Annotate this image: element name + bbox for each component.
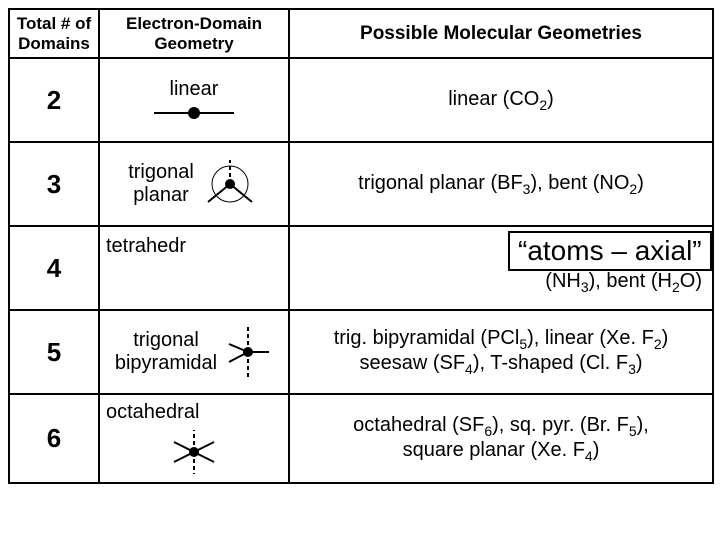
molecular-cell: octahedral (SF6), sq. pyr. (Br. F5), squ… xyxy=(289,394,713,483)
trigonal-bipyramidal-icon xyxy=(223,322,273,382)
table-row: 3 trigonal planar trigonal planar (BF3),… xyxy=(9,142,713,226)
molecular-cell: linear (CO2) xyxy=(289,58,713,142)
table-row: 4 tetrahedr “atoms – axial” al (CH4), (N… xyxy=(9,226,713,310)
subscript: 4 xyxy=(585,448,593,464)
mol-text: seesaw (SF xyxy=(359,352,465,374)
geometry-label: bipyramidal xyxy=(115,352,217,374)
geometry-label: planar xyxy=(133,184,189,206)
table-row: 5 trigonal bipyramidal trig. bipyramidal… xyxy=(9,310,713,394)
geometry-cell: linear xyxy=(99,58,289,142)
geometry-label: tetrahedr xyxy=(106,235,186,257)
mol-text: O) xyxy=(680,270,702,292)
header-domains: Total # of Domains xyxy=(9,9,99,58)
geometry-table: Total # of Domains Electron-Domain Geome… xyxy=(8,8,714,484)
domain-count: 5 xyxy=(9,310,99,394)
mol-text: ), linear (Xe. F xyxy=(527,327,654,349)
mol-text: ), T-shaped (Cl. F xyxy=(473,352,628,374)
molecular-cell: trigonal planar (BF3), bent (NO2) xyxy=(289,142,713,226)
subscript: 5 xyxy=(629,423,637,439)
overlay-label: “atoms – axial” xyxy=(508,231,712,271)
mol-text: ), bent (H xyxy=(589,270,672,292)
header-molecular: Possible Molecular Geometries xyxy=(289,9,713,58)
mol-text: ), bent (NO xyxy=(530,172,629,194)
subscript: 5 xyxy=(519,336,527,352)
octahedral-icon xyxy=(166,426,222,478)
mol-text: linear (CO xyxy=(448,88,539,110)
header-text: Possible Molecular Geometries xyxy=(360,23,642,44)
linear-icon xyxy=(149,103,239,123)
mol-text: ), sq. pyr. (Br. F xyxy=(492,414,629,436)
mol-text: trigonal planar (BF xyxy=(358,172,523,194)
molecular-cell: trig. bipyramidal (PCl5), linear (Xe. F2… xyxy=(289,310,713,394)
subscript: 2 xyxy=(672,279,680,295)
domain-count: 3 xyxy=(9,142,99,226)
header-text: Total # of xyxy=(17,14,91,33)
mol-text: square planar (Xe. F xyxy=(403,439,585,461)
mol-text: ) xyxy=(662,327,669,349)
domain-count: 6 xyxy=(9,394,99,483)
trigonal-planar-icon xyxy=(200,157,260,211)
header-row: Total # of Domains Electron-Domain Geome… xyxy=(9,9,713,58)
geometry-label: octahedral xyxy=(106,401,282,424)
header-ed-geometry: Electron-Domain Geometry xyxy=(99,9,289,58)
geometry-label: trigonal xyxy=(133,329,199,351)
subscript: 2 xyxy=(654,336,662,352)
subscript: 3 xyxy=(628,361,636,377)
mol-text: (NH xyxy=(545,270,581,292)
table-row: 6 octahedral octahedral (SF6), sq. pyr. … xyxy=(9,394,713,483)
subscript: 4 xyxy=(465,361,473,377)
mol-text: ), xyxy=(637,414,649,436)
mol-text: trig. bipyramidal (PCl xyxy=(334,327,520,349)
mol-text: ) xyxy=(547,88,554,110)
domain-count: 2 xyxy=(9,58,99,142)
header-text: Domains xyxy=(18,34,90,53)
domain-count: 4 xyxy=(9,226,99,310)
molecular-cell: “atoms – axial” al (CH4), (NH3), bent (H… xyxy=(289,226,713,310)
geometry-cell: octahedral xyxy=(99,394,289,483)
header-text: Geometry xyxy=(154,34,233,53)
geometry-label: trigonal xyxy=(128,161,194,183)
mol-text: ) xyxy=(637,172,644,194)
geometry-cell: trigonal bipyramidal xyxy=(99,310,289,394)
subscript: 6 xyxy=(484,423,492,439)
mol-text: ) xyxy=(636,352,643,374)
geometry-cell: trigonal planar xyxy=(99,142,289,226)
header-text: Electron-Domain xyxy=(126,14,262,33)
subscript: 3 xyxy=(581,279,589,295)
mol-text: octahedral (SF xyxy=(353,414,484,436)
table-row: 2 linear linear (CO2) xyxy=(9,58,713,142)
mol-text: ) xyxy=(593,439,600,461)
geometry-label: linear xyxy=(106,78,282,101)
subscript: 2 xyxy=(539,97,547,113)
geometry-cell: tetrahedr xyxy=(99,226,289,310)
